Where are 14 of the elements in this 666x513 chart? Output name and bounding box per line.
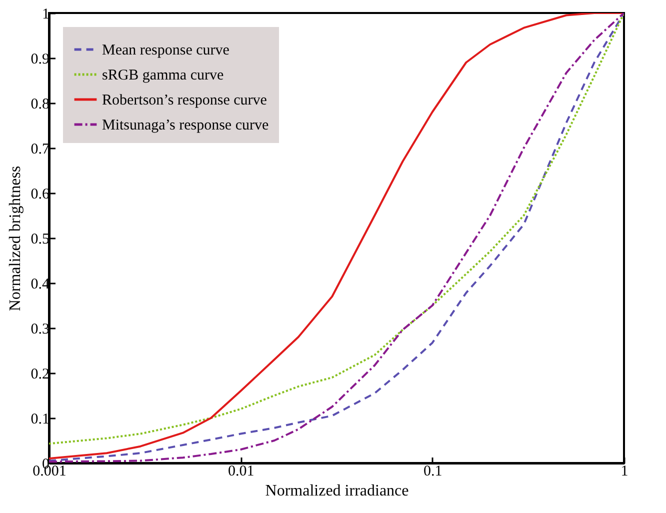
legend-label: Robertson’s response curve: [102, 92, 268, 108]
y-tick-label: 1: [42, 6, 50, 22]
x-tick-label: 1: [620, 464, 628, 480]
x-tick-label: 0.01: [228, 464, 254, 480]
x-axis-title: Normalized irradiance: [265, 482, 409, 500]
legend-label: Mean response curve: [102, 42, 230, 58]
y-tick-label: 0.2: [30, 366, 50, 382]
y-axis-title: Normalized brightness: [6, 166, 24, 312]
y-tick-label: 0.1: [30, 412, 50, 428]
y-tick-label: 0.7: [30, 142, 50, 158]
x-tick-label: 0.1: [423, 464, 442, 480]
legend-label: Mitsunaga’s response curve: [102, 118, 269, 134]
legend-label: sRGB gamma curve: [102, 68, 224, 84]
y-tick-label: 0.4: [30, 276, 50, 292]
